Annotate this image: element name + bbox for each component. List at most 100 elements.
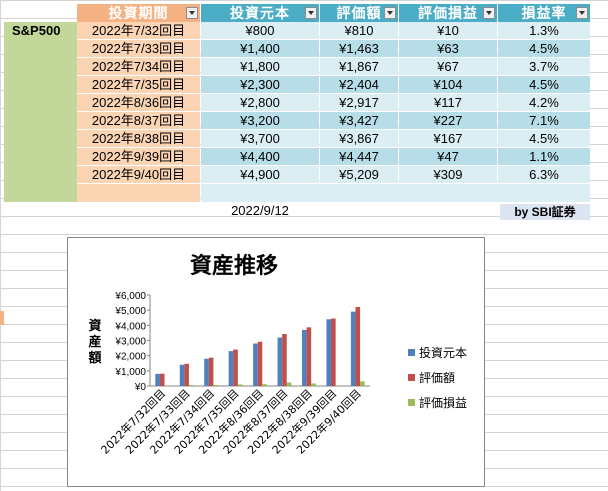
bar-3-4 (237, 384, 243, 386)
table-cell-rate[interactable]: 4.5% (498, 130, 590, 148)
table-cell-gain[interactable]: ¥104 (399, 76, 497, 94)
header-gain[interactable]: 評価損益 (399, 4, 497, 22)
table-cell-value: 2022年7/32回目 (91, 23, 186, 38)
bar-2-7 (306, 327, 312, 386)
legend-swatch-3 (408, 399, 415, 406)
y-axis-label-char: 資 (88, 318, 101, 334)
table-cell-valuation[interactable]: ¥810 (320, 22, 398, 40)
fund-label-cell[interactable]: S&P500 (4, 22, 77, 202)
credit-cell[interactable]: by SBI証券 (500, 204, 590, 220)
date-cell[interactable]: 2022/9/12 (201, 202, 319, 220)
bar-3-6 (286, 382, 292, 386)
table-cell-rate[interactable]: 3.7% (498, 58, 590, 76)
table-cell-valuation[interactable]: ¥4,447 (320, 148, 398, 166)
table-cell-principal[interactable]: ¥3,700 (201, 130, 319, 148)
legend-label-3: 評価損益 (419, 395, 467, 410)
header-valuation[interactable]: 評価額 (320, 4, 398, 22)
table-cell-value: 2022年7/33回目 (91, 41, 186, 56)
table-cell-valuation[interactable]: ¥3,427 (320, 112, 398, 130)
table-cell-value: ¥5,209 (339, 167, 379, 182)
filter-dropdown-icon[interactable] (483, 7, 495, 19)
filter-dropdown-icon[interactable] (305, 7, 317, 19)
table-cell-valuation[interactable]: ¥2,404 (320, 76, 398, 94)
y-tick-label: ¥4,000 (114, 321, 146, 332)
date-value: 2022/9/12 (231, 203, 289, 218)
table-cell-rate[interactable]: 4.2% (498, 94, 590, 112)
asset-chart[interactable]: 資産推移 ¥0 ¥1,000 ¥2,000 ¥3,000 ¥4,000 ¥5,000 ¥6,0… (67, 237, 485, 487)
table-cell-rate[interactable]: 6.3% (498, 166, 590, 184)
table-cell-gain[interactable]: ¥47 (399, 148, 497, 166)
bar-1-7 (301, 329, 307, 386)
table-cell-rate[interactable]: 4.5% (498, 40, 590, 58)
bar-2-9 (355, 306, 361, 386)
table-cell-period[interactable]: 2022年7/33回目 (77, 40, 200, 58)
table-cell-valuation[interactable]: ¥1,867 (320, 58, 398, 76)
table-cell-value: 2022年7/35回目 (91, 77, 186, 92)
table-cell-rate[interactable]: 4.5% (498, 76, 590, 94)
bar-1-4 (228, 351, 234, 386)
header-period[interactable]: 投資期間 (77, 4, 200, 22)
table-cell-period[interactable]: 2022年9/40回目 (77, 166, 200, 184)
table-cell-principal[interactable]: ¥4,400 (201, 148, 319, 166)
table-cell-value: ¥1,400 (240, 41, 280, 56)
table-cell-value: ¥2,917 (339, 95, 379, 110)
table-cell-rate[interactable]: 1.1% (498, 148, 590, 166)
table-cell-period[interactable]: 2022年8/37回目 (77, 112, 200, 130)
table-cell-gain[interactable]: ¥117 (399, 94, 497, 112)
table-cell-rate[interactable]: 1.3% (498, 22, 590, 40)
table-cell-gain[interactable]: ¥167 (399, 130, 497, 148)
table-cell-principal[interactable]: ¥3,200 (201, 112, 319, 130)
y-tick-label: ¥3,000 (114, 337, 146, 348)
bar-2-5 (257, 341, 263, 386)
table-cell-gain[interactable]: ¥63 (399, 40, 497, 58)
table-cell-value: 7.1% (529, 113, 559, 128)
table-cell-valuation[interactable]: ¥3,867 (320, 130, 398, 148)
filter-dropdown-icon[interactable] (384, 7, 396, 19)
legend-label-1: 投資元本 (419, 345, 467, 360)
table-cell-principal[interactable]: ¥2,300 (201, 76, 319, 94)
table-cell-gain[interactable]: ¥227 (399, 112, 497, 130)
table-cell-principal[interactable]: ¥1,400 (201, 40, 319, 58)
bar-1-5 (253, 343, 258, 386)
blank-cell[interactable] (201, 184, 590, 202)
header-principal[interactable]: 投資元本 (201, 4, 319, 22)
table-cell-principal[interactable]: ¥1,800 (201, 58, 319, 76)
table-cell-period[interactable]: 2022年7/34回目 (77, 58, 200, 76)
table-cell-period[interactable]: 2022年8/38回目 (77, 130, 200, 148)
table-cell-gain[interactable]: ¥309 (399, 166, 497, 184)
y-tick-label: ¥2,000 (114, 352, 146, 363)
table-cell-valuation[interactable]: ¥2,917 (320, 94, 398, 112)
table-cell-period[interactable]: 2022年8/36回目 (77, 94, 200, 112)
table-cell-rate[interactable]: 7.1% (498, 112, 590, 130)
table-cell-gain[interactable]: ¥67 (399, 58, 497, 76)
table-cell-value: ¥104 (433, 77, 463, 92)
table-cell-valuation[interactable]: ¥1,463 (320, 40, 398, 58)
table-cell-value: ¥10 (437, 23, 459, 38)
chart-svg: 資産推移 ¥0 ¥1,000 ¥2,000 ¥3,000 ¥4,000 ¥5,000 ¥6,0… (87, 253, 467, 457)
header-rate-label: 損益率 (521, 5, 567, 21)
table-cell-value: 1.1% (529, 149, 559, 164)
header-period-label: 投資期間 (108, 5, 169, 21)
table-cell-period[interactable]: 2022年7/32回目 (77, 22, 200, 40)
legend-swatch-2 (408, 374, 415, 381)
filter-dropdown-icon[interactable] (576, 7, 588, 19)
table-cell-value: ¥4,400 (240, 149, 280, 164)
table-cell-period[interactable]: 2022年9/39回目 (77, 148, 200, 166)
y-tick-label: ¥1,000 (114, 367, 146, 378)
header-rate[interactable]: 損益率 (498, 4, 590, 22)
table-cell-principal[interactable]: ¥4,900 (201, 166, 319, 184)
table-cell-value: ¥67 (437, 59, 459, 74)
table-cell-principal[interactable]: ¥2,800 (201, 94, 319, 112)
table-cell-valuation[interactable]: ¥5,209 (320, 166, 398, 184)
y-tick-label: ¥0 (134, 382, 147, 393)
table-cell-period[interactable]: 2022年7/35回目 (77, 76, 200, 94)
y-axis-label-char: 産 (88, 334, 101, 350)
period-blank-cell[interactable] (77, 184, 200, 202)
table-cell-gain[interactable]: ¥10 (399, 22, 497, 40)
bar-2-1 (159, 373, 165, 386)
table-cell-value: ¥63 (437, 41, 459, 56)
table-cell-principal[interactable]: ¥800 (201, 22, 319, 40)
filter-dropdown-icon[interactable] (186, 7, 198, 19)
credit-label: by SBI証券 (514, 205, 576, 219)
chart-title: 資産推移 (190, 253, 278, 279)
